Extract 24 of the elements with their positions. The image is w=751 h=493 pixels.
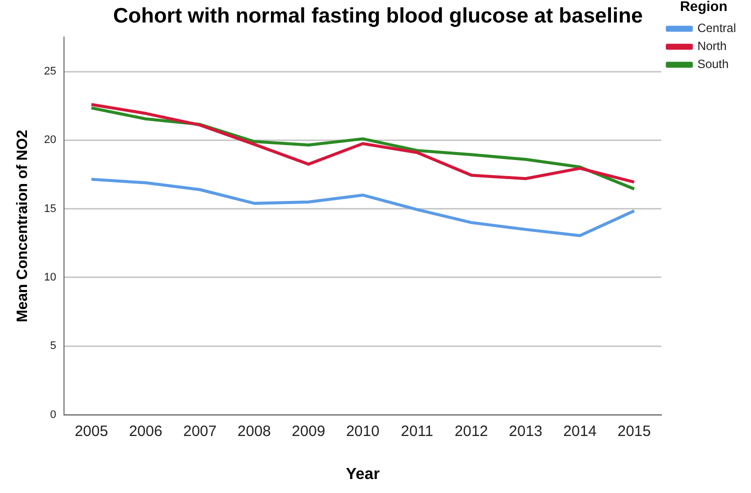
y-tick-label: 5 <box>50 340 56 352</box>
x-tick-label: 2009 <box>292 422 326 440</box>
legend-label: North <box>697 39 727 54</box>
y-tick-label: 0 <box>50 408 56 421</box>
y-tick-label: 25 <box>44 66 56 78</box>
x-tick-label: 2012 <box>454 422 488 440</box>
y-tick-label: 10 <box>44 272 56 284</box>
legend-title: Region <box>680 0 728 14</box>
x-axis-title: Year <box>346 466 380 483</box>
x-tick-label: 2011 <box>400 422 434 440</box>
x-tick-label: 2010 <box>346 422 380 440</box>
chart-title: Cohort with normal fasting blood glucose at baseline <box>113 4 643 28</box>
x-tick-label: 2015 <box>617 422 651 440</box>
x-tick-label: 2007 <box>183 422 217 440</box>
y-tick-label: 15 <box>44 202 56 215</box>
x-tick-label: 2006 <box>128 422 162 440</box>
x-tick-label: 2014 <box>563 422 597 440</box>
x-tick-label: 2013 <box>508 422 542 440</box>
legend-label: South <box>697 57 729 72</box>
y-axis-title: Mean Concentraion of NO2 <box>14 130 32 322</box>
x-tick-label: 2005 <box>74 422 108 440</box>
y-tick-label: 20 <box>44 134 56 146</box>
legend-label: Central <box>697 21 736 36</box>
x-tick-label: 2008 <box>238 422 271 440</box>
